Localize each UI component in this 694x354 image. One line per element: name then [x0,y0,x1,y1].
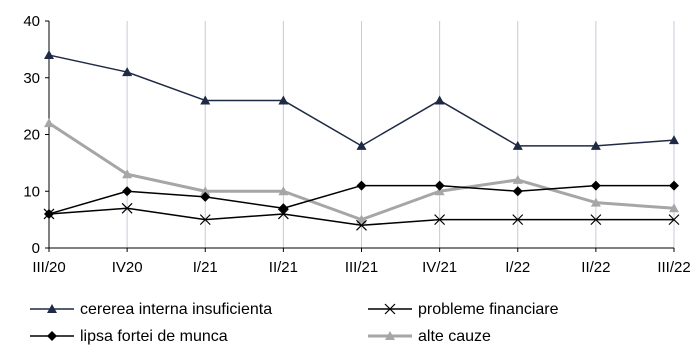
x-tick-label: IV/21 [422,259,457,276]
legend-marker [385,331,395,340]
data-point [122,67,133,77]
x-tick-label: I/22 [505,259,530,276]
y-tick-label: 40 [23,13,40,30]
data-point [200,95,211,105]
x-tick-label: I/21 [193,259,218,276]
data-point [44,50,54,60]
x-tick-label: III/20 [32,259,65,276]
data-point [199,214,211,226]
data-point [278,203,289,214]
data-point [512,214,524,226]
data-point [669,180,679,191]
data-point [434,186,445,196]
data-point [278,186,289,196]
legend-label: alte cauze [418,328,491,345]
y-tick-label: 0 [32,240,40,257]
data-point [590,197,601,207]
x-tick-label: II/21 [269,259,298,276]
legend-marker [384,303,396,315]
data-point [356,180,367,191]
data-point [278,95,289,105]
data-point [122,186,133,197]
legend-marker [47,331,57,341]
data-point [590,140,601,150]
data-point [200,191,211,202]
data-point [356,140,367,150]
x-tick-label: III/21 [345,259,378,276]
x-tick-label: IV20 [112,259,143,276]
data-point [434,180,445,191]
data-point [512,174,523,184]
legend-label: cererea interna insuficienta [80,301,272,318]
data-point [590,180,601,191]
data-point [669,135,679,145]
data-point [200,186,211,196]
data-point [44,208,54,219]
x-tick-label: III/22 [657,259,690,276]
data-point [668,214,680,226]
legend-label: probleme financiare [418,301,559,318]
y-tick-label: 20 [23,127,40,144]
data-point [356,214,367,224]
data-point [277,208,289,220]
y-tick-label: 30 [23,70,40,87]
data-point [669,203,679,213]
y-tick-label: 10 [23,183,40,200]
data-point [434,95,445,105]
x-tick-label: II/22 [581,259,610,276]
legend-label: lipsa fortei de munca [80,328,228,345]
data-point [121,202,133,214]
data-point [512,186,523,197]
data-point [44,118,54,128]
data-point [356,219,367,231]
legend-marker [47,304,57,313]
data-point [512,140,523,150]
data-point [122,169,133,179]
data-point [434,214,446,226]
data-point [590,214,602,226]
